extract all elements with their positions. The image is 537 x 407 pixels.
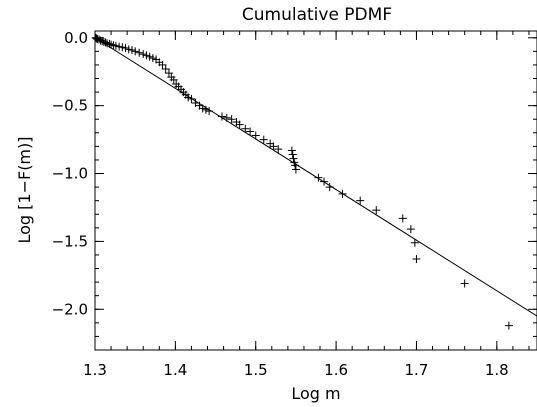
data-point [291, 161, 300, 170]
data-point [145, 52, 154, 61]
data-point [412, 255, 421, 264]
data-point [169, 75, 178, 84]
fit-line [94, 37, 537, 317]
data-point [91, 33, 100, 42]
x-tick-label: 1.3 [83, 361, 107, 379]
data-point [201, 105, 210, 114]
data-point [158, 60, 167, 69]
data-point [504, 321, 513, 330]
x-tick-label: 1.5 [244, 361, 268, 379]
data-point [241, 124, 250, 133]
data-point [121, 43, 130, 52]
data-point [118, 43, 127, 52]
chart-title: Cumulative PDMF [242, 5, 392, 25]
data-point [205, 107, 214, 116]
y-tick-label: 0.0 [64, 29, 88, 47]
data-point [184, 93, 193, 102]
data-point [127, 46, 136, 55]
x-tick-label: 1.6 [324, 361, 348, 379]
fit-line-layer [94, 37, 537, 317]
data-point [187, 94, 196, 103]
data-point [222, 113, 231, 122]
data-point [101, 38, 110, 47]
data-point [191, 98, 200, 107]
y-tick-label: −1.5 [52, 232, 88, 250]
data-points-layer [91, 33, 513, 330]
data-point [164, 69, 173, 78]
axis-tick-labels: 1.3 1.4 1.5 1.6 1.7 1.8 0.0 −0.5 −1.0 −1.5 −2.0 [52, 29, 509, 379]
y-axis-label: Log [1−F(m)] [15, 136, 34, 243]
y-tick-label: −2.0 [52, 300, 88, 318]
data-point [288, 150, 297, 159]
data-point [95, 35, 104, 44]
data-point [269, 142, 278, 151]
x-axis-label: Log m [291, 384, 340, 403]
data-point [235, 120, 244, 129]
data-point [105, 39, 114, 48]
x-tick-label: 1.4 [163, 361, 187, 379]
data-point [289, 154, 298, 163]
data-point [398, 214, 407, 223]
data-point [460, 279, 469, 288]
y-tick-label: −1.0 [52, 165, 88, 183]
data-point [356, 196, 365, 205]
data-point [246, 127, 255, 136]
data-point [131, 47, 140, 56]
data-point [142, 51, 151, 60]
data-point [198, 104, 207, 113]
data-point [406, 225, 415, 234]
data-point [274, 145, 283, 154]
data-point [325, 183, 334, 192]
data-point [227, 115, 236, 124]
data-point [98, 37, 107, 46]
data-point [115, 42, 124, 51]
data-point [96, 36, 105, 45]
data-point [124, 45, 133, 54]
data-point [259, 135, 268, 144]
data-point [291, 165, 300, 174]
data-point [217, 112, 226, 121]
data-point [320, 177, 329, 186]
data-point [135, 48, 144, 57]
plot-frame [94, 30, 537, 351]
data-point [139, 50, 148, 59]
data-point [287, 146, 296, 155]
y-tick-label: −0.5 [52, 97, 88, 115]
axis-ticks [94, 31, 537, 351]
x-tick-label: 1.8 [485, 361, 509, 379]
data-point [99, 37, 108, 46]
data-point [111, 41, 120, 50]
data-point [410, 238, 419, 247]
data-point [314, 173, 323, 182]
data-point [338, 189, 347, 198]
x-tick-label: 1.7 [405, 361, 429, 379]
data-point [148, 54, 157, 63]
data-point [161, 65, 170, 74]
data-point [251, 131, 260, 140]
data-point [372, 206, 381, 215]
